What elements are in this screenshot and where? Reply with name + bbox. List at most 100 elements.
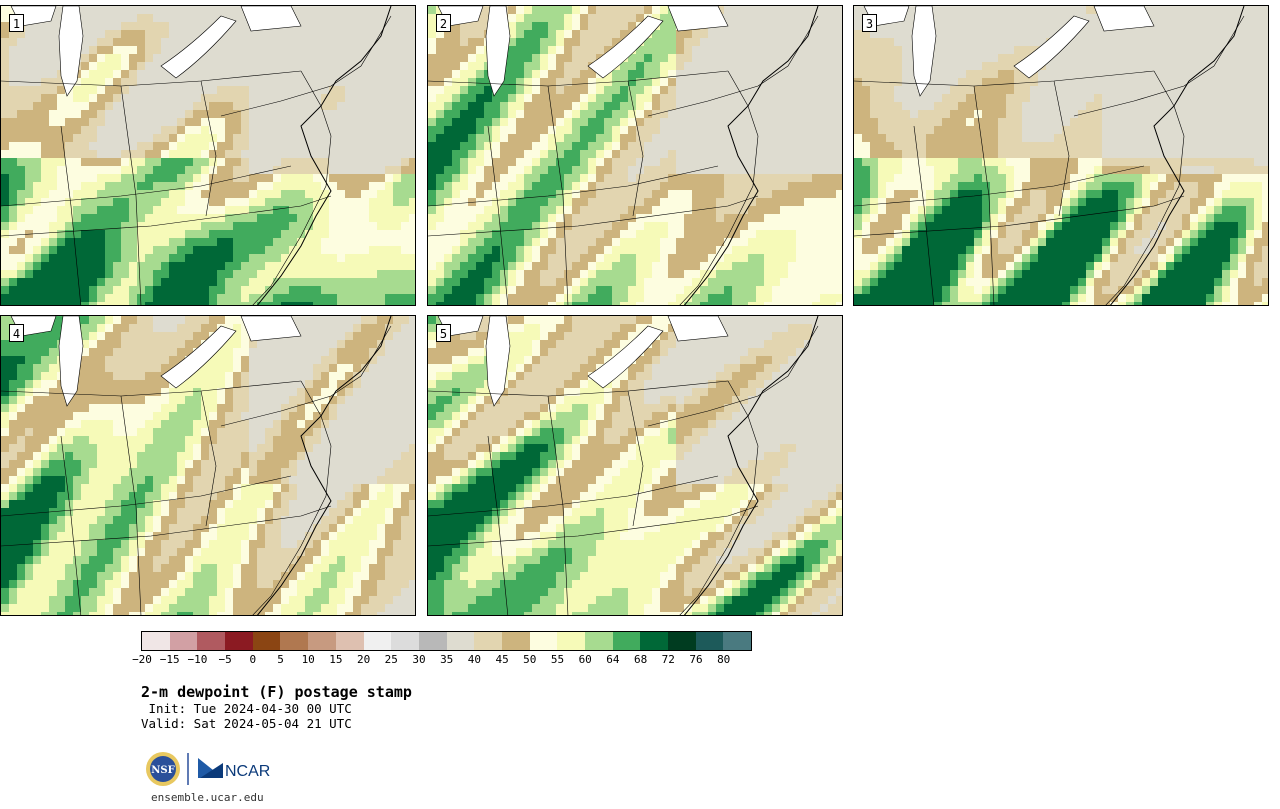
dewpoint-cell (636, 46, 645, 55)
dewpoint-cell (950, 94, 959, 103)
dewpoint-cell (942, 38, 951, 47)
dewpoint-cell (401, 54, 410, 63)
dewpoint-cell (548, 182, 557, 191)
dewpoint-cell (113, 230, 122, 239)
dewpoint-cell (345, 214, 354, 223)
dewpoint-cell (297, 230, 306, 239)
dewpoint-cell (676, 230, 685, 239)
dewpoint-cell (764, 270, 773, 279)
postage-stamp-panel-1[interactable]: 1 (0, 5, 416, 306)
dewpoint-cell (1262, 126, 1268, 135)
dewpoint-cell (1030, 102, 1039, 111)
dewpoint-cell (508, 118, 517, 127)
dewpoint-cell (644, 238, 653, 247)
dewpoint-cell (249, 54, 258, 63)
dewpoint-cell (409, 6, 415, 15)
dewpoint-cell (724, 286, 733, 295)
dewpoint-cell (460, 222, 469, 231)
dewpoint-cell (1134, 134, 1143, 143)
dewpoint-cell (958, 70, 967, 79)
dewpoint-cell (121, 222, 130, 231)
dewpoint-cell (97, 142, 106, 151)
dewpoint-cell (870, 78, 879, 87)
dewpoint-cell (49, 166, 58, 175)
dewpoint-cell (548, 62, 557, 71)
dewpoint-cell (974, 126, 983, 135)
dewpoint-cell (1094, 14, 1103, 23)
dewpoint-cell (297, 78, 306, 87)
dewpoint-cell (353, 6, 362, 15)
dewpoint-cell (796, 14, 805, 23)
dewpoint-cell (369, 142, 378, 151)
dewpoint-cell (169, 206, 178, 215)
dewpoint-cell (732, 110, 741, 119)
dewpoint-cell (145, 102, 154, 111)
dewpoint-cell (764, 238, 773, 247)
dewpoint-cell (41, 86, 50, 95)
dewpoint-cell (982, 46, 991, 55)
dewpoint-cell (321, 142, 330, 151)
dewpoint-cell (1, 142, 10, 151)
dewpoint-cell (313, 134, 322, 143)
dewpoint-cell (548, 102, 557, 111)
dewpoint-cell (628, 230, 637, 239)
dewpoint-cell (265, 102, 274, 111)
dewpoint-cell (428, 38, 437, 47)
dewpoint-cell (329, 38, 338, 47)
dewpoint-cell (950, 118, 959, 127)
dewpoint-cell (756, 126, 765, 135)
dewpoint-cell (668, 222, 677, 231)
dewpoint-cell (353, 206, 362, 215)
dewpoint-cell (1078, 30, 1087, 39)
dewpoint-cell (428, 62, 437, 71)
dewpoint-cell (313, 262, 322, 271)
dewpoint-cell (902, 158, 911, 167)
dewpoint-cell (708, 134, 717, 143)
dewpoint-cell (233, 134, 242, 143)
dewpoint-cell (393, 14, 402, 23)
dewpoint-cell (644, 6, 653, 15)
dewpoint-cell (1054, 86, 1063, 95)
dewpoint-cell (353, 214, 362, 223)
postage-stamp-panel-3[interactable]: 3 (853, 5, 1269, 306)
dewpoint-cell (409, 150, 415, 159)
dewpoint-cell (580, 198, 589, 207)
dewpoint-cell (1190, 70, 1199, 79)
dewpoint-cell (289, 294, 298, 303)
postage-stamp-panel-2[interactable]: 2 (427, 5, 843, 306)
dewpoint-cell (65, 214, 74, 223)
dewpoint-cell (756, 246, 765, 255)
dewpoint-cell (185, 102, 194, 111)
dewpoint-cell (740, 62, 749, 71)
dewpoint-cell (1094, 54, 1103, 63)
dewpoint-cell (1150, 46, 1159, 55)
dewpoint-cell (620, 94, 629, 103)
dewpoint-cell (305, 246, 314, 255)
dewpoint-cell (870, 46, 879, 55)
dewpoint-cell (836, 230, 842, 239)
dewpoint-cell (764, 94, 773, 103)
dewpoint-cell (508, 14, 517, 23)
dewpoint-cell (668, 14, 677, 23)
dewpoint-cell (1006, 38, 1015, 47)
dewpoint-cell (1182, 22, 1191, 31)
dewpoint-cell (484, 110, 493, 119)
dewpoint-cell (209, 286, 218, 295)
dewpoint-cell (329, 302, 338, 305)
dewpoint-cell (113, 158, 122, 167)
dewpoint-cell (572, 198, 581, 207)
dewpoint-cell (732, 294, 741, 303)
dewpoint-cell (998, 102, 1007, 111)
dewpoint-cell (612, 174, 621, 183)
dewpoint-cell (409, 286, 415, 295)
dewpoint-cell (1166, 78, 1175, 87)
dewpoint-cell (337, 46, 346, 55)
dewpoint-cell (9, 246, 18, 255)
dewpoint-cell (65, 302, 74, 305)
dewpoint-cell (209, 158, 218, 167)
dewpoint-cell (1254, 142, 1263, 151)
dewpoint-cell (401, 302, 410, 305)
dewpoint-cell (137, 142, 146, 151)
dewpoint-cell (532, 62, 541, 71)
dewpoint-cell (572, 78, 581, 87)
